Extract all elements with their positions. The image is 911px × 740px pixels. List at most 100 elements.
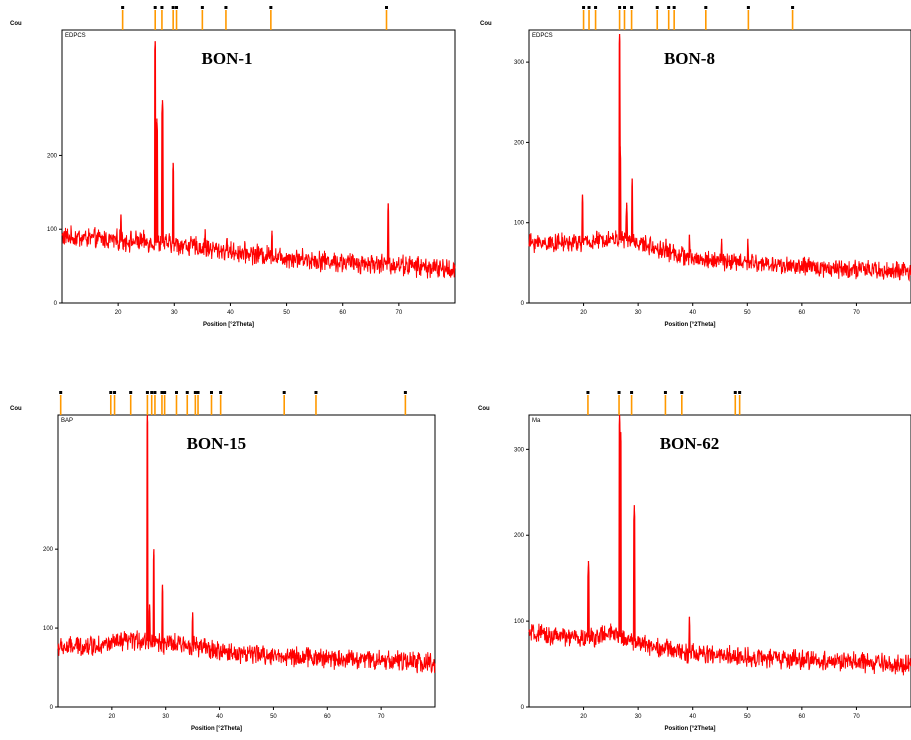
y-tick-label: 0 — [50, 705, 54, 711]
reference-marker-tick — [145, 391, 149, 394]
reference-marker-tick — [587, 6, 591, 9]
y-tick-label: 200 — [43, 547, 54, 553]
x-tick-label: 30 — [171, 310, 178, 316]
reference-marker-tick — [314, 391, 318, 394]
x-tick-label: 40 — [227, 310, 234, 316]
reference-marker-tick — [582, 6, 586, 9]
y-tick-label: 100 — [47, 227, 58, 233]
reference-marker-tick — [193, 391, 197, 394]
y-tick-label: 0 — [521, 705, 525, 711]
reference-marker-tick — [617, 391, 621, 394]
chart-title: BON-62 — [660, 434, 720, 453]
reference-marker-tick — [163, 391, 167, 394]
x-tick-label: 70 — [853, 310, 860, 316]
reference-marker-tick — [385, 6, 389, 9]
reference-marker-tick — [618, 6, 622, 9]
inner-label: EDPCS — [532, 33, 553, 39]
x-tick-label: 20 — [580, 310, 587, 316]
diffraction-trace — [57, 416, 436, 674]
y-tick-label: 100 — [514, 221, 525, 227]
reference-marker-tick — [667, 6, 671, 9]
reference-marker-tick — [704, 6, 708, 9]
x-tick-label: 40 — [689, 310, 696, 316]
x-tick-label: 40 — [216, 714, 223, 720]
diffraction-trace — [528, 35, 911, 282]
reference-marker-tick — [630, 6, 634, 9]
reference-marker-tick — [200, 6, 204, 9]
reference-marker-tick — [219, 391, 223, 394]
xrd-panel-1: Cou EDPCS 0 100 200 20 30 40 50 60 70 Position [°2T… — [10, 6, 456, 328]
plot-frame — [57, 414, 436, 708]
reference-marker-tick — [738, 391, 742, 394]
chart-title: BON-15 — [187, 434, 247, 453]
reference-marker-tick — [224, 6, 228, 9]
inner-label: Ma — [532, 418, 541, 424]
xrd-panel-4: Cou Ma 0 100 200 300 20 30 40 50 60 70 Position [°2T… — [478, 391, 911, 732]
reference-marker-tick — [746, 6, 750, 9]
x-tick-label: 50 — [283, 310, 290, 316]
inner-label: EDPCS — [65, 33, 86, 39]
reference-marker-tick — [121, 6, 125, 9]
x-tick-label: 60 — [339, 310, 346, 316]
x-tick-label: 30 — [635, 310, 642, 316]
y-axis-label: Cou — [480, 21, 492, 27]
y-tick-label: 100 — [514, 619, 525, 625]
y-tick-label: 100 — [43, 626, 54, 632]
plot-frame — [528, 414, 911, 708]
x-tick-label: 70 — [396, 310, 403, 316]
reference-marker-tick — [791, 6, 795, 9]
y-tick-label: 0 — [521, 301, 525, 307]
y-tick-label: 200 — [514, 140, 525, 146]
y-tick-label: 200 — [514, 533, 525, 539]
reference-marker-tick — [663, 391, 667, 394]
reference-marker-tick — [269, 6, 273, 9]
reference-marker-tick — [209, 391, 213, 394]
x-tick-label: 60 — [799, 714, 806, 720]
reference-marker-tick — [196, 391, 200, 394]
reference-marker-tick — [160, 391, 164, 394]
x-axis-label: Position [°2Theta] — [664, 726, 715, 732]
x-tick-label: 70 — [853, 714, 860, 720]
reference-marker-tick — [630, 391, 634, 394]
reference-marker-tick — [185, 391, 189, 394]
reference-marker-tick — [655, 6, 659, 9]
x-axis-label: Position [°2Theta] — [664, 322, 715, 328]
inner-label: BAP — [61, 418, 73, 424]
reference-marker-tick — [403, 391, 407, 394]
x-tick-label: 40 — [689, 714, 696, 720]
x-tick-label: 30 — [162, 714, 169, 720]
reference-marker-tick — [153, 6, 157, 9]
y-tick-label: 300 — [514, 60, 525, 66]
reference-marker-tick — [594, 6, 598, 9]
y-axis-label: Cou — [10, 406, 22, 412]
x-tick-label: 20 — [580, 714, 587, 720]
xrd-panel-3: Cou BAP 0 100 200 20 30 40 50 60 70 Position [°2The… — [10, 391, 436, 732]
plot-frame — [61, 29, 456, 304]
x-tick-label: 20 — [115, 310, 122, 316]
reference-marker-tick — [586, 391, 590, 394]
x-tick-label: 50 — [744, 310, 751, 316]
reference-marker-tick — [150, 391, 154, 394]
y-tick-label: 200 — [47, 153, 58, 159]
x-tick-label: 60 — [324, 714, 331, 720]
reference-marker-tick — [171, 6, 175, 9]
reference-marker-tick — [672, 6, 676, 9]
reference-marker-tick — [680, 391, 684, 394]
x-tick-label: 30 — [635, 714, 642, 720]
x-tick-label: 50 — [744, 714, 751, 720]
y-tick-label: 300 — [514, 447, 525, 453]
x-axis-label: Position [°2Theta] — [191, 726, 242, 732]
reference-marker-tick — [174, 391, 178, 394]
y-axis-label: Cou — [10, 21, 22, 27]
reference-marker-tick — [175, 6, 179, 9]
y-axis-label: Cou — [478, 406, 490, 412]
reference-marker-tick — [109, 391, 113, 394]
reference-marker-tick — [623, 6, 626, 9]
reference-marker-tick — [160, 6, 164, 9]
plot-frame — [528, 29, 911, 304]
x-tick-label: 20 — [109, 714, 116, 720]
reference-marker-tick — [59, 391, 63, 394]
reference-marker-tick — [113, 391, 117, 394]
reference-marker-tick — [153, 391, 157, 394]
